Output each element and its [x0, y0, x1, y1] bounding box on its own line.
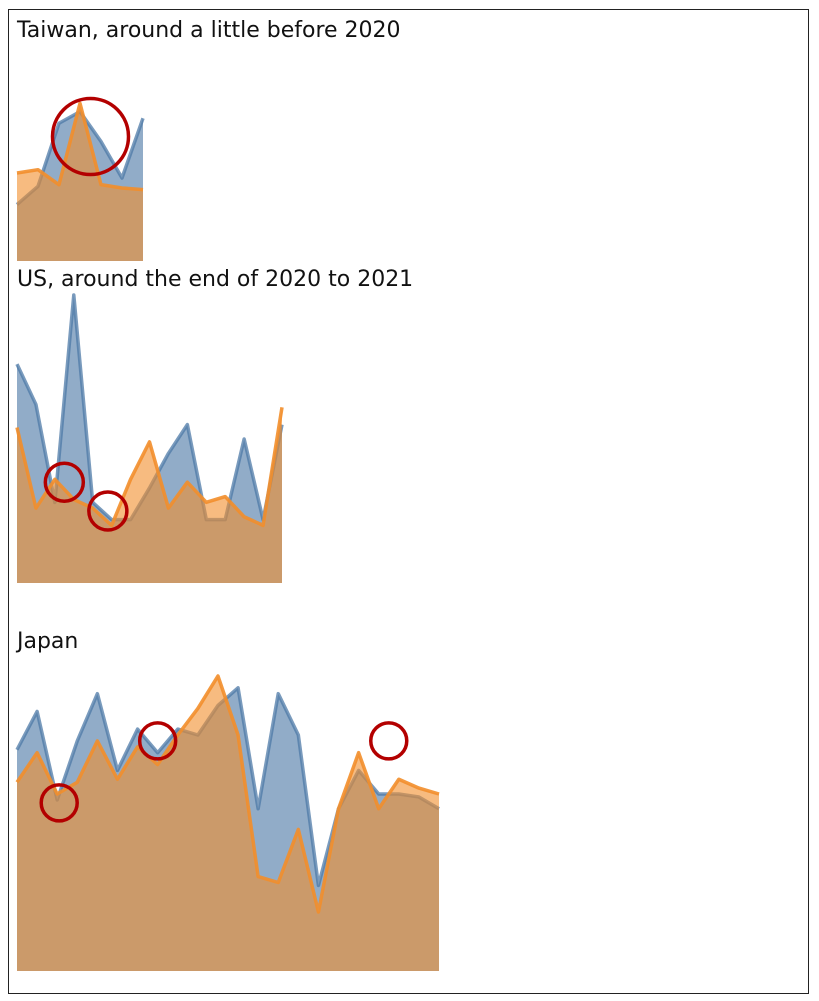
- taiwan-highlight-circle-1: [50, 96, 131, 177]
- japan-highlight-circle-3: [369, 721, 409, 761]
- us-highlight-circle-2: [87, 490, 129, 532]
- taiwan-title: Taiwan, around a little before 2020: [17, 18, 401, 43]
- us-title: US, around the end of 2020 to 2021: [17, 267, 414, 292]
- us-series-2-area: [17, 407, 282, 583]
- us-highlight-circle-1: [43, 461, 86, 503]
- japan-series-2-area: [17, 676, 439, 971]
- us-area-chart: [15, 293, 284, 583]
- us-series-2-line: [15, 407, 284, 528]
- japan-highlight-circle-1: [39, 783, 79, 823]
- japan-title: Japan: [17, 629, 79, 654]
- taiwan-series-2-area: [17, 103, 143, 261]
- japan-series-2-line: [15, 674, 440, 914]
- taiwan-area-chart: [15, 96, 145, 261]
- japan-area-chart: [15, 674, 440, 971]
- japan-highlight-circle-2: [137, 721, 178, 761]
- taiwan-series-2-line: [16, 101, 144, 192]
